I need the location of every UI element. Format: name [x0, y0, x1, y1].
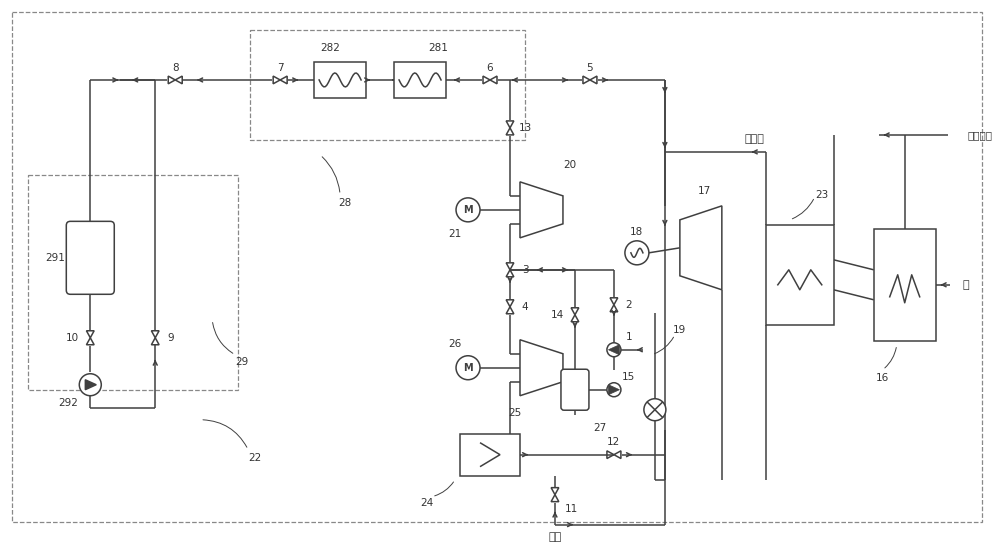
Text: 17: 17	[698, 186, 711, 196]
Text: 1: 1	[626, 332, 632, 342]
Polygon shape	[168, 76, 175, 84]
Polygon shape	[85, 380, 96, 390]
Polygon shape	[610, 298, 618, 305]
Polygon shape	[506, 270, 514, 277]
Text: 291: 291	[45, 253, 65, 263]
Circle shape	[456, 356, 480, 380]
Bar	[874, 229, 936, 341]
Polygon shape	[86, 338, 94, 345]
Text: 6: 6	[487, 63, 493, 73]
Text: 20: 20	[563, 160, 577, 170]
FancyBboxPatch shape	[561, 369, 589, 410]
Bar	[766, 225, 834, 325]
Polygon shape	[520, 340, 563, 396]
Polygon shape	[506, 121, 514, 128]
Polygon shape	[571, 308, 579, 315]
Text: 21: 21	[448, 229, 462, 239]
Text: 8: 8	[172, 63, 179, 73]
Text: 13: 13	[518, 123, 532, 133]
Polygon shape	[86, 331, 94, 338]
Text: 5: 5	[587, 63, 593, 73]
Text: 18: 18	[630, 227, 644, 237]
Text: 29: 29	[236, 357, 249, 367]
Text: 4: 4	[522, 302, 528, 312]
Polygon shape	[607, 451, 614, 458]
Polygon shape	[608, 345, 619, 355]
Polygon shape	[590, 76, 597, 84]
Bar	[394, 62, 446, 98]
Circle shape	[644, 399, 666, 421]
Text: M: M	[463, 205, 473, 215]
Text: 26: 26	[448, 339, 462, 349]
Polygon shape	[551, 495, 559, 502]
Text: 281: 281	[428, 43, 448, 53]
Polygon shape	[680, 206, 722, 290]
Polygon shape	[151, 331, 159, 338]
Text: 14: 14	[550, 310, 564, 320]
Polygon shape	[175, 76, 182, 84]
Bar	[460, 434, 520, 476]
Polygon shape	[490, 76, 497, 84]
Polygon shape	[506, 300, 514, 307]
Text: 19: 19	[673, 325, 686, 335]
Text: 11: 11	[564, 504, 578, 514]
Polygon shape	[506, 263, 514, 270]
Bar	[250, 30, 525, 140]
Polygon shape	[506, 307, 514, 314]
Text: 25: 25	[508, 408, 522, 418]
Bar	[28, 175, 238, 390]
Text: 24: 24	[420, 497, 434, 508]
Polygon shape	[520, 182, 563, 238]
Text: 2: 2	[626, 300, 632, 310]
Text: 16: 16	[876, 372, 889, 383]
Bar	[314, 62, 366, 98]
Polygon shape	[151, 338, 159, 345]
Text: 工质: 工质	[548, 532, 562, 541]
Text: 主蒸汽: 主蒸汽	[745, 134, 765, 144]
Polygon shape	[506, 128, 514, 135]
Text: 7: 7	[277, 63, 283, 73]
FancyBboxPatch shape	[66, 222, 114, 294]
Polygon shape	[608, 385, 619, 395]
Polygon shape	[614, 451, 621, 458]
Text: 23: 23	[815, 190, 828, 200]
Text: 9: 9	[167, 333, 174, 343]
Polygon shape	[551, 488, 559, 495]
Circle shape	[79, 374, 101, 396]
Circle shape	[625, 241, 649, 265]
Polygon shape	[280, 76, 287, 84]
Text: 锅炉给水: 锅炉给水	[968, 130, 993, 140]
Text: 10: 10	[66, 333, 79, 343]
Text: 28: 28	[338, 198, 352, 208]
Text: 15: 15	[622, 372, 636, 382]
Text: 22: 22	[249, 453, 262, 463]
Text: 3: 3	[522, 265, 528, 275]
Circle shape	[456, 198, 480, 222]
Text: 292: 292	[58, 397, 78, 408]
Text: 27: 27	[593, 422, 607, 433]
Circle shape	[607, 383, 621, 397]
Polygon shape	[571, 315, 579, 322]
Polygon shape	[610, 305, 618, 312]
Text: 282: 282	[320, 43, 340, 53]
Text: M: M	[463, 363, 473, 372]
Polygon shape	[273, 76, 280, 84]
Circle shape	[607, 343, 621, 357]
Polygon shape	[583, 76, 590, 84]
Polygon shape	[483, 76, 490, 84]
Text: 12: 12	[607, 437, 621, 447]
Text: 煤: 煤	[963, 280, 969, 290]
